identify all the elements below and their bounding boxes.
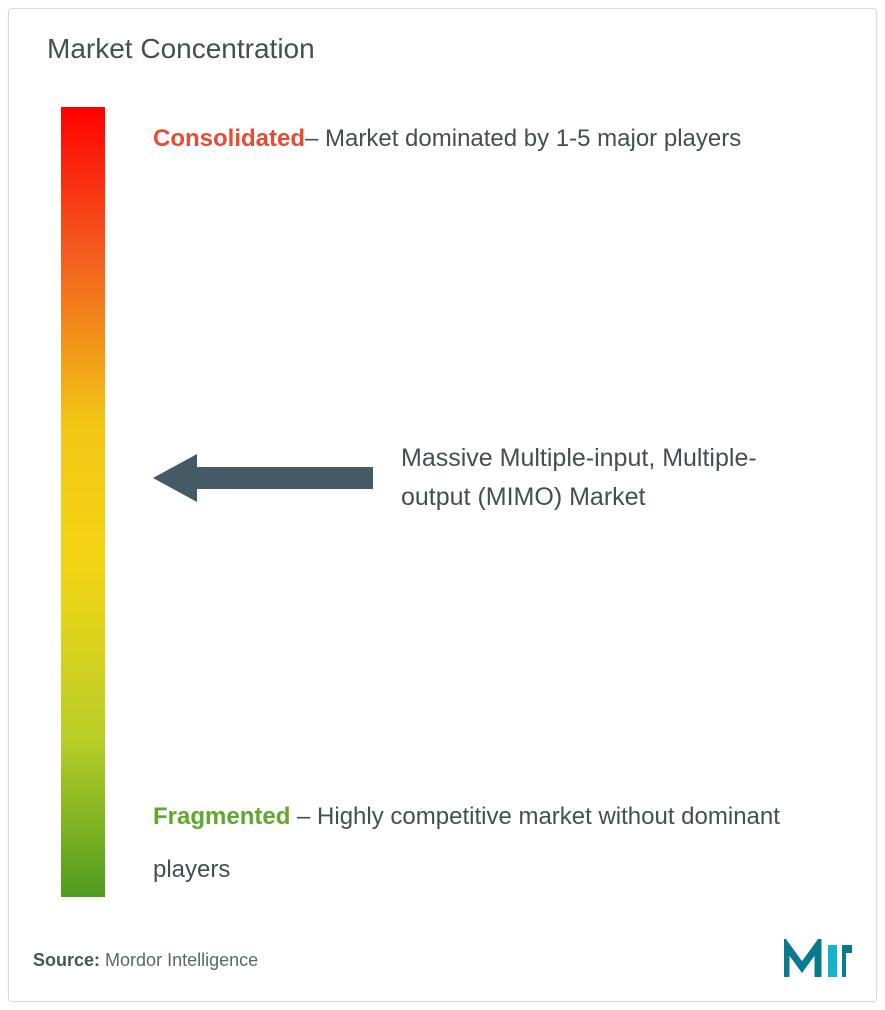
market-name: Massive Multiple-input, Multiple-output … bbox=[401, 439, 781, 517]
fragmented-label-block: Fragmented – Highly competitive market w… bbox=[153, 791, 816, 897]
consolidated-term: Consolidated bbox=[153, 125, 305, 152]
mordor-intelligence-logo-icon bbox=[784, 939, 854, 979]
source-value: Mordor Intelligence bbox=[105, 950, 258, 970]
infographic-card: Market Concentration Consolidated– Marke… bbox=[8, 8, 877, 1002]
infographic-title: Market Concentration bbox=[47, 33, 315, 65]
source-line: Source: Mordor Intelligence bbox=[33, 950, 258, 971]
pointer-arrow-icon bbox=[153, 454, 373, 502]
concentration-gradient-bar bbox=[61, 107, 105, 897]
consolidated-label-block: Consolidated– Market dominated by 1-5 ma… bbox=[153, 113, 816, 166]
source-label: Source: bbox=[33, 950, 100, 970]
fragmented-term: Fragmented bbox=[153, 803, 290, 830]
consolidated-description: – Market dominated by 1-5 major players bbox=[305, 125, 741, 152]
market-pointer-group: Massive Multiple-input, Multiple-output … bbox=[153, 439, 796, 517]
